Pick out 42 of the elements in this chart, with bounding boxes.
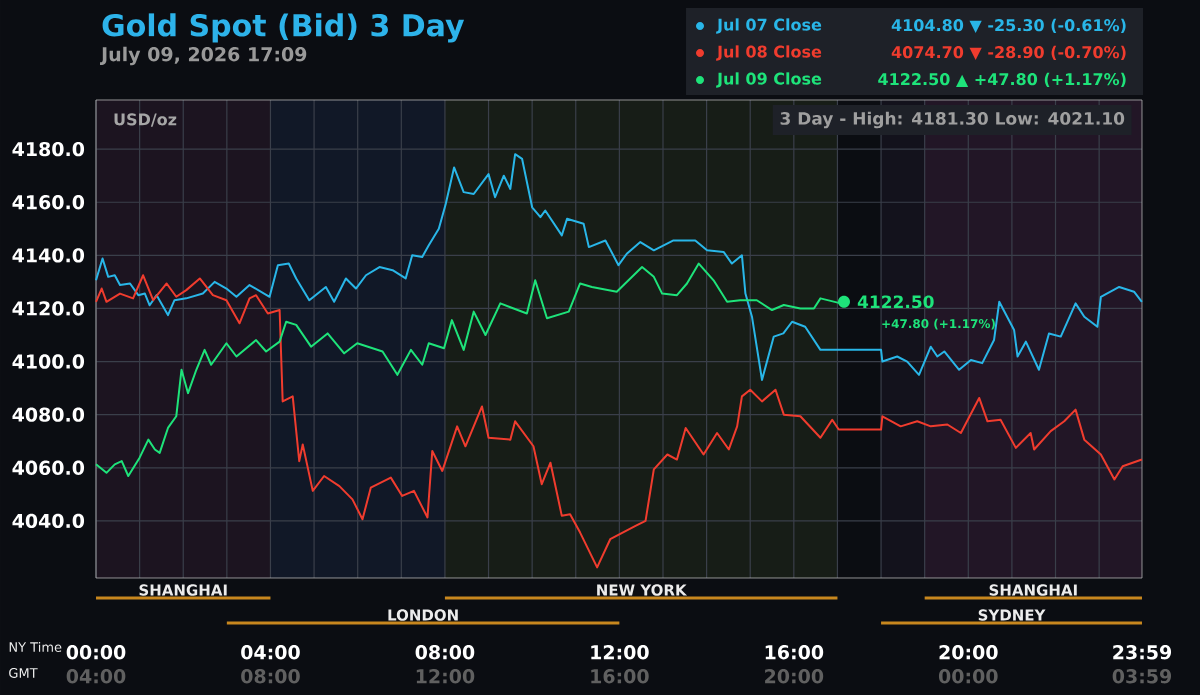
line-series bbox=[95, 274, 1143, 569]
y-tick-label: 4120.0 bbox=[12, 301, 85, 316]
annotation: 3 Day - High: 4181.30 Low: 4021.10 bbox=[780, 111, 1125, 129]
band-label: SHANGHAI bbox=[139, 584, 227, 596]
legend-label: Jul 09 Close bbox=[716, 72, 822, 88]
x-tick-label: 04:00 bbox=[241, 645, 300, 660]
annotation: +47.80 (+1.17%) bbox=[882, 318, 995, 330]
x-axis-title: NY Time bbox=[9, 641, 62, 653]
band-label: LONDON bbox=[388, 609, 458, 621]
x2-tick-label: 04:00 bbox=[66, 669, 126, 684]
x2-tick-label: 00:00 bbox=[938, 669, 998, 684]
band-label: SYDNEY bbox=[978, 609, 1046, 621]
text: 4104.80 ▼ -25.30 (-0.61%) bbox=[891, 18, 1126, 34]
x-tick-label: 23:59 bbox=[1113, 645, 1172, 660]
x-tick-label: 16:00 bbox=[765, 645, 824, 660]
chart-subtitle: July 09, 2026 17:09 bbox=[100, 46, 307, 66]
y-axis-title: USD/oz bbox=[114, 113, 177, 127]
x2-tick-label: 20:00 bbox=[765, 669, 824, 684]
y-tick-label: 4080.0 bbox=[12, 407, 85, 422]
x2-tick-label: 08:00 bbox=[241, 669, 300, 684]
chart-title: Gold Spot (Bid) 3 Day bbox=[102, 13, 465, 43]
x2-tick-label: 16:00 bbox=[591, 669, 649, 684]
text: 4074.70 ▼ -28.90 (-0.70%) bbox=[891, 45, 1126, 61]
band-label: SHANGHAI bbox=[989, 584, 1077, 596]
y-tick-label: 4040.0 bbox=[12, 513, 85, 529]
text: 4122.50 ▲ +47.80 (+1.17%) bbox=[878, 72, 1126, 88]
band-label: NEW YORK bbox=[597, 584, 688, 596]
x2-tick-label: 12:00 bbox=[416, 669, 475, 684]
x-tick-label: 12:00 bbox=[591, 645, 649, 660]
y-tick-label: 4140.0 bbox=[12, 248, 85, 263]
y-tick-label: 4100.0 bbox=[12, 354, 85, 369]
legend-label: Jul 07 Close bbox=[716, 18, 822, 34]
y-tick-label: 4180.0 bbox=[12, 141, 85, 157]
y-tick-label: 4060.0 bbox=[12, 460, 85, 475]
x2-axis-title: GMT bbox=[9, 668, 38, 678]
annotation: 4122.50 bbox=[857, 295, 934, 309]
x-tick-label: 00:00 bbox=[66, 645, 126, 660]
x2-tick-label: 03:59 bbox=[1112, 669, 1172, 684]
x-tick-label: 20:00 bbox=[939, 645, 998, 660]
legend-label: Jul 08 Close bbox=[716, 45, 822, 61]
x-tick-label: 08:00 bbox=[415, 645, 475, 660]
y-tick-label: 4160.0 bbox=[12, 195, 85, 210]
